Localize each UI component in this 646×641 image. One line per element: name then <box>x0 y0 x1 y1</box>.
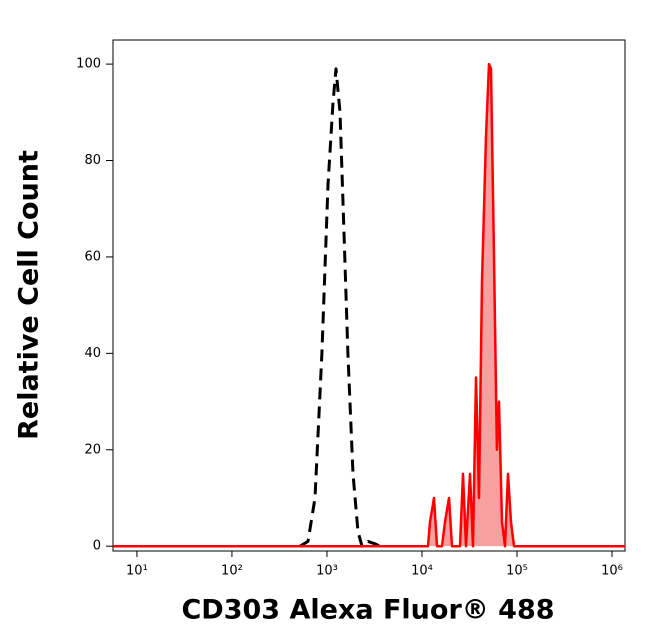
y-tick-label: 40 <box>84 346 101 361</box>
x-tick-label: 10³ <box>316 564 338 579</box>
y-tick-label: 20 <box>84 442 101 457</box>
x-tick-label: 10² <box>221 564 243 579</box>
y-axis-title: Relative Cell Count <box>14 150 45 440</box>
x-axis-title: CD303 Alexa Fluor® 488 <box>181 595 554 626</box>
y-tick-label: 60 <box>84 249 101 264</box>
x-tick-label: 10⁵ <box>506 564 528 579</box>
area-fill <box>113 64 625 547</box>
y-tick-label: 0 <box>93 539 101 554</box>
y-tick-label: 80 <box>84 153 101 168</box>
histogram-line <box>299 67 381 548</box>
histogram-line <box>113 62 625 548</box>
x-tick-label: 10⁴ <box>411 564 433 579</box>
x-tick-label: 10¹ <box>126 564 148 579</box>
plot-frame <box>112 39 626 552</box>
y-tick-label: 100 <box>76 57 101 72</box>
x-tick-label: 10⁶ <box>601 564 623 579</box>
